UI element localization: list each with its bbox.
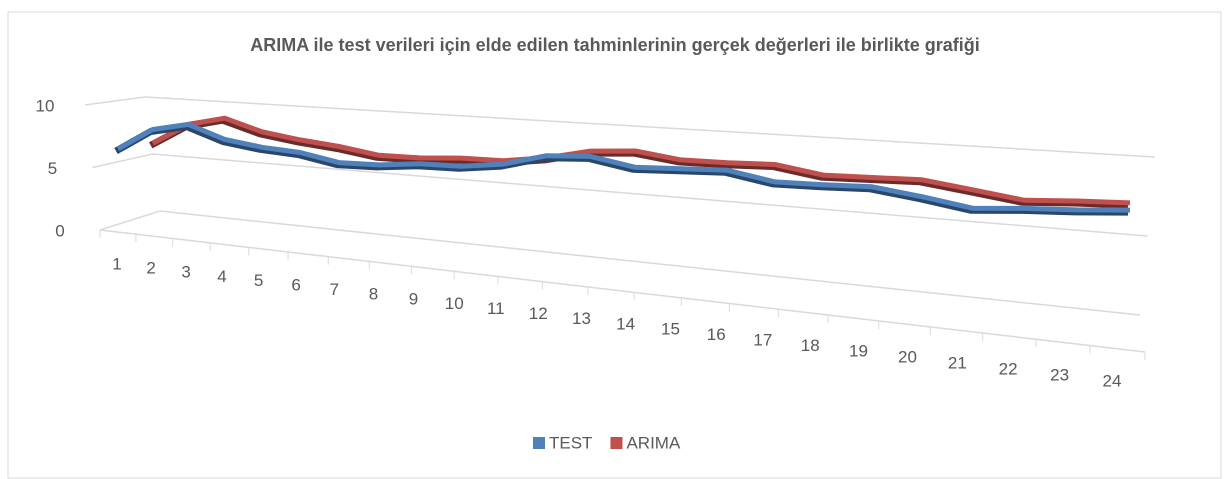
x-tick-label: 2 bbox=[146, 259, 155, 278]
x-tick-label: 8 bbox=[369, 285, 378, 304]
x-tick-label: 9 bbox=[409, 289, 418, 308]
grid-line bbox=[99, 210, 1141, 316]
legend-label: TEST bbox=[549, 433, 592, 452]
x-tick-label: 15 bbox=[661, 320, 680, 339]
x-tick-label: 19 bbox=[849, 342, 868, 361]
grid-line bbox=[84, 96, 1156, 158]
x-tick-label: 14 bbox=[616, 314, 635, 333]
x-tick-label: 13 bbox=[572, 309, 591, 328]
y-tick-label: 5 bbox=[48, 159, 57, 178]
x-tick-label: 17 bbox=[753, 330, 772, 349]
x-tick-label: 5 bbox=[254, 271, 263, 290]
x-tick-label: 3 bbox=[181, 263, 190, 282]
x-tick-label: 20 bbox=[898, 347, 917, 366]
legend-label: ARIMA bbox=[626, 433, 681, 452]
x-tick-label: 22 bbox=[999, 359, 1018, 378]
series-line bbox=[151, 115, 1131, 206]
x-tick-label: 6 bbox=[291, 276, 300, 295]
x-tick-label: 4 bbox=[217, 267, 226, 286]
chart-frame bbox=[7, 11, 1222, 479]
x-tick-label: 11 bbox=[487, 299, 505, 318]
x-tick-label: 18 bbox=[801, 336, 820, 355]
grid-line bbox=[92, 153, 1148, 237]
legend-swatch bbox=[533, 437, 545, 449]
x-axis bbox=[99, 229, 1146, 353]
y-tick-label: 10 bbox=[36, 96, 55, 115]
x-tick-label: 24 bbox=[1103, 371, 1122, 390]
chart-title: ARIMA ile test verileri için elde edilen… bbox=[250, 35, 980, 55]
x-tick-label: 10 bbox=[445, 294, 464, 313]
y-tick-label: 0 bbox=[55, 221, 64, 240]
x-tick-label: 21 bbox=[948, 353, 967, 372]
x-tick-label: 23 bbox=[1050, 365, 1069, 384]
legend: TEST ARIMA bbox=[533, 433, 681, 452]
x-tick-label: 7 bbox=[330, 280, 339, 299]
x-tick-label: 12 bbox=[529, 304, 548, 323]
x-tick-label: 16 bbox=[707, 325, 726, 344]
legend-swatch bbox=[610, 437, 623, 449]
series-line bbox=[116, 121, 1131, 213]
x-tick-label: 1 bbox=[112, 254, 121, 273]
